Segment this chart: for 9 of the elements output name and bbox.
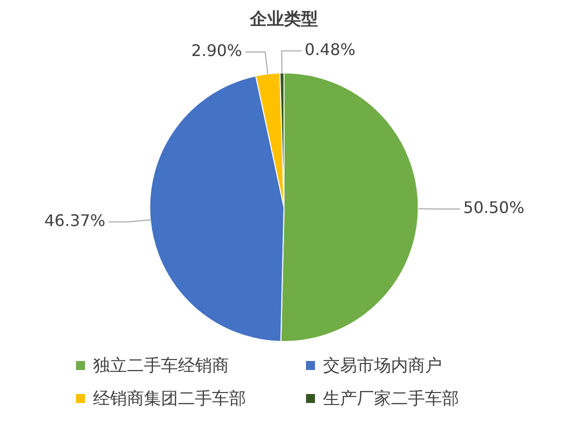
data-label: 46.37% [44, 211, 106, 230]
legend-label: 生产厂家二手车部 [323, 388, 459, 410]
data-label: 0.48% [304, 40, 356, 60]
data-label: 50.50% [463, 198, 524, 218]
data-label: 2.90% [191, 41, 242, 60]
legend-label: 经销商集团二手车部 [93, 388, 246, 410]
legend-label: 交易市场内商户 [323, 355, 442, 377]
legend-label: 独立二手车经销商 [93, 355, 229, 377]
chart-title: 企业类型 [249, 10, 318, 30]
